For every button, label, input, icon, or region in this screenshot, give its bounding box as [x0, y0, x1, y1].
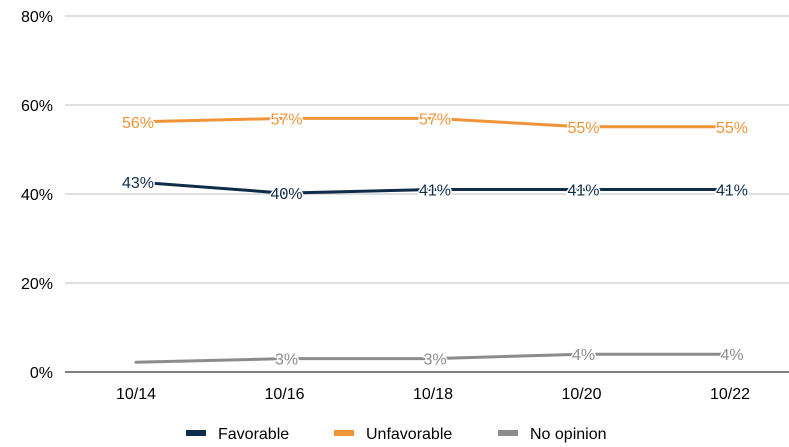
data-label: 43%: [122, 175, 154, 192]
y-tick-label: 20%: [21, 276, 53, 293]
data-label: 4%: [572, 347, 595, 364]
y-tick-label: 40%: [21, 187, 53, 204]
data-label: 40%: [270, 186, 302, 203]
data-label: 57%: [419, 111, 451, 128]
x-tick-label: 10/18: [413, 386, 453, 403]
y-axis-ticks: 0% 20% 40% 60% 80%: [21, 9, 53, 382]
data-label: 55%: [567, 120, 599, 137]
x-tick-label: 10/22: [710, 386, 750, 403]
legend-swatch: [334, 430, 354, 436]
y-tick-label: 80%: [21, 9, 53, 26]
data-label: 3%: [275, 352, 298, 369]
y-tick-label: 60%: [21, 98, 53, 115]
legend-label: Unfavorable: [366, 426, 452, 443]
x-tick-label: 10/20: [561, 386, 601, 403]
data-label: 56%: [122, 115, 154, 132]
legend-swatch: [186, 430, 206, 436]
legend-swatch: [498, 430, 518, 436]
x-tick-label: 10/14: [116, 386, 156, 403]
x-axis-ticks: 10/14 10/16 10/18 10/20 10/22: [116, 386, 750, 403]
legend-label: No opinion: [530, 426, 607, 443]
data-label: 41%: [716, 183, 748, 200]
data-labels: 43%43%40%40% 41%41% 41%41% 41%41%56%56% 57%5…: [122, 111, 748, 368]
data-label: 4%: [720, 347, 743, 364]
legend-label: Favorable: [218, 426, 289, 443]
series-lines: [136, 118, 730, 362]
legend: Favorable Unfavorable No opinion: [186, 426, 607, 443]
data-label: 55%: [716, 120, 748, 137]
data-label: 41%: [419, 183, 451, 200]
y-tick-label: 0%: [30, 365, 53, 382]
x-tick-label: 10/16: [264, 386, 304, 403]
data-label: 57%: [270, 111, 302, 128]
data-label: 41%: [567, 183, 599, 200]
data-label: 3%: [423, 352, 446, 369]
